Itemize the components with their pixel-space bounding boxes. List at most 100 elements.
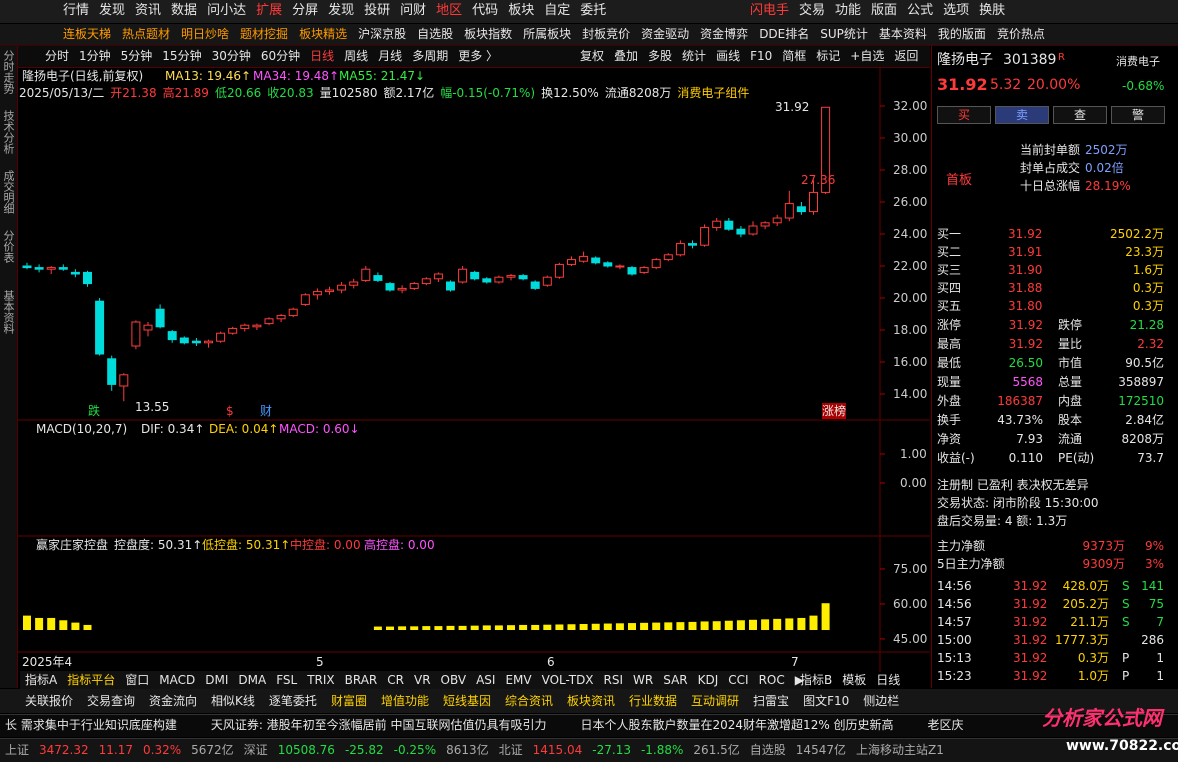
bottom-tab[interactable]: 资金流向 <box>149 694 198 708</box>
tool-button[interactable]: 画线 <box>716 49 741 63</box>
indicator-tab[interactable]: OBV <box>440 673 467 687</box>
indicator-tab[interactable]: ASI <box>476 673 496 687</box>
tool-button[interactable]: 复权 <box>580 49 605 63</box>
bottom-tab[interactable]: 板块资讯 <box>567 694 616 708</box>
toolbar-button[interactable]: 资金博弈 <box>700 27 749 41</box>
menu-item[interactable]: 交易 <box>799 3 826 18</box>
indicator-tab[interactable]: ROC <box>758 673 785 687</box>
toolbar-button[interactable]: 连板天梯 <box>63 27 112 41</box>
tool-button[interactable]: 统计 <box>682 49 707 63</box>
bottom-tab[interactable]: 综合资讯 <box>504 694 553 708</box>
menu-item[interactable]: 版面 <box>871 3 898 18</box>
toolbar-button[interactable]: 所属板块 <box>523 27 572 41</box>
indicator-tab[interactable]: 指标平台 <box>67 673 116 687</box>
action-button[interactable]: 买 <box>937 106 991 124</box>
indicator-tab[interactable]: 指标A <box>25 673 58 687</box>
indicator-tab[interactable]: VOL-TDX <box>541 673 594 687</box>
bottom-tab[interactable]: 逐笔委托 <box>268 694 317 708</box>
tool-button[interactable]: 简框 <box>782 49 807 63</box>
indicator-tab[interactable]: DMI <box>205 673 229 687</box>
tool-button[interactable]: +自选 <box>850 49 885 63</box>
indicator-tab[interactable]: KDJ <box>697 673 719 687</box>
menu-item[interactable]: 发现 <box>99 3 126 18</box>
bottom-tab[interactable]: 财富圈 <box>330 694 367 708</box>
menu-item[interactable]: 资讯 <box>135 3 162 18</box>
side-tab[interactable]: 分时走势 <box>2 50 15 94</box>
indicator-tab[interactable]: TRIX <box>307 673 335 687</box>
period-button[interactable]: 月线 <box>378 49 403 63</box>
toolbar-button[interactable]: DDE排名 <box>759 27 810 41</box>
tool-button[interactable]: 标记 <box>816 49 841 63</box>
period-button[interactable]: 60分钟 <box>260 49 301 63</box>
bottom-tab[interactable]: 增值功能 <box>380 694 429 708</box>
indicator-tab[interactable]: MACD <box>159 673 196 687</box>
menu-item[interactable]: 数据 <box>171 3 198 18</box>
indicator-tab[interactable]: SAR <box>663 673 688 687</box>
indicator-tab[interactable]: ▶ <box>794 673 804 687</box>
bottom-tab[interactable]: 侧边栏 <box>863 694 900 708</box>
indicator-tab[interactable]: CR <box>387 673 404 687</box>
toolbar-button[interactable]: 我的版面 <box>937 27 986 41</box>
action-button[interactable]: 查 <box>1053 106 1107 124</box>
bottom-tab[interactable]: 短线基因 <box>442 694 491 708</box>
action-button[interactable]: 警 <box>1111 106 1165 124</box>
period-button[interactable]: 分时 <box>45 49 70 63</box>
indicator-tab[interactable]: EMV <box>505 673 532 687</box>
bottom-tab[interactable]: 互动调研 <box>691 694 740 708</box>
period-button[interactable]: 周线 <box>344 49 369 63</box>
indicator-tab[interactable]: BRAR <box>344 673 378 687</box>
menu-item[interactable]: 问小达 <box>207 3 247 18</box>
toolbar-button[interactable]: 封板竞价 <box>582 27 631 41</box>
indicator-tab[interactable]: DMA <box>238 673 267 687</box>
period-button[interactable]: 5分钟 <box>120 49 153 63</box>
bottom-tab[interactable]: 行业数据 <box>629 694 678 708</box>
menu-item[interactable]: 问财 <box>400 3 427 18</box>
menu-item[interactable]: 分屏 <box>292 3 319 18</box>
period-button[interactable]: 多周期 <box>412 49 449 63</box>
menu-item[interactable]: 换肤 <box>979 3 1006 18</box>
menu-item[interactable]: 自定 <box>544 3 571 18</box>
bottom-tab[interactable]: 图文F10 <box>803 694 850 708</box>
tool-button[interactable]: 多股 <box>648 49 673 63</box>
toolbar-button[interactable]: SUP统计 <box>820 27 868 41</box>
bottom-tab[interactable]: 关联报价 <box>25 694 74 708</box>
menu-item[interactable]: 选项 <box>943 3 970 18</box>
toolbar-button[interactable]: 资金驱动 <box>641 27 690 41</box>
indicator-tab[interactable]: FSL <box>276 673 298 687</box>
toolbar-button[interactable]: 热点题材 <box>122 27 171 41</box>
menu-item[interactable]: 扩展 <box>256 3 283 18</box>
menu-item[interactable]: 代码 <box>472 3 499 18</box>
indicator-tab[interactable]: 模板 <box>842 673 867 687</box>
side-tab[interactable]: 技术分析 <box>2 110 15 154</box>
indicator-tab[interactable]: RSI <box>603 673 624 687</box>
bottom-tab[interactable]: 相似K线 <box>211 694 255 708</box>
bottom-tab[interactable]: 扫雷宝 <box>753 694 790 708</box>
side-tab[interactable]: 分价表 <box>2 230 15 263</box>
tool-button[interactable]: 叠加 <box>614 49 639 63</box>
menu-item[interactable]: 行情 <box>63 3 90 18</box>
indicator-tab[interactable]: CCI <box>728 673 749 687</box>
menu-item[interactable]: 发现 <box>328 3 355 18</box>
menu-item[interactable]: 投研 <box>364 3 391 18</box>
indicator-tab[interactable]: 指标B <box>800 673 833 687</box>
menu-item[interactable]: 板块 <box>508 3 535 18</box>
action-button[interactable]: 卖 <box>995 106 1049 124</box>
toolbar-button[interactable]: 明日炒啥 <box>181 27 230 41</box>
indicator-tab[interactable]: VR <box>413 673 431 687</box>
toolbar-button[interactable]: 基本资料 <box>878 27 927 41</box>
toolbar-button[interactable]: 竞价热点 <box>996 27 1045 41</box>
bottom-tab[interactable]: 交易查询 <box>87 694 136 708</box>
menu-item[interactable]: 闪电手 <box>750 3 790 18</box>
tool-button[interactable]: F10 <box>750 49 773 63</box>
indicator-tab[interactable]: WR <box>633 673 654 687</box>
menu-item[interactable]: 委托 <box>580 3 607 18</box>
toolbar-button[interactable]: 题材挖掘 <box>240 27 289 41</box>
tool-button[interactable]: 返回 <box>894 49 919 63</box>
side-tab[interactable]: 基本资料 <box>2 290 15 334</box>
period-button[interactable]: 日线 <box>310 49 335 63</box>
menu-item[interactable]: 地区 <box>436 3 463 18</box>
menu-item[interactable]: 公式 <box>907 3 934 18</box>
period-button[interactable]: 1分钟 <box>79 49 111 63</box>
side-tab[interactable]: 成交明细 <box>2 170 15 214</box>
period-button[interactable]: 更多 〉 <box>458 49 499 63</box>
